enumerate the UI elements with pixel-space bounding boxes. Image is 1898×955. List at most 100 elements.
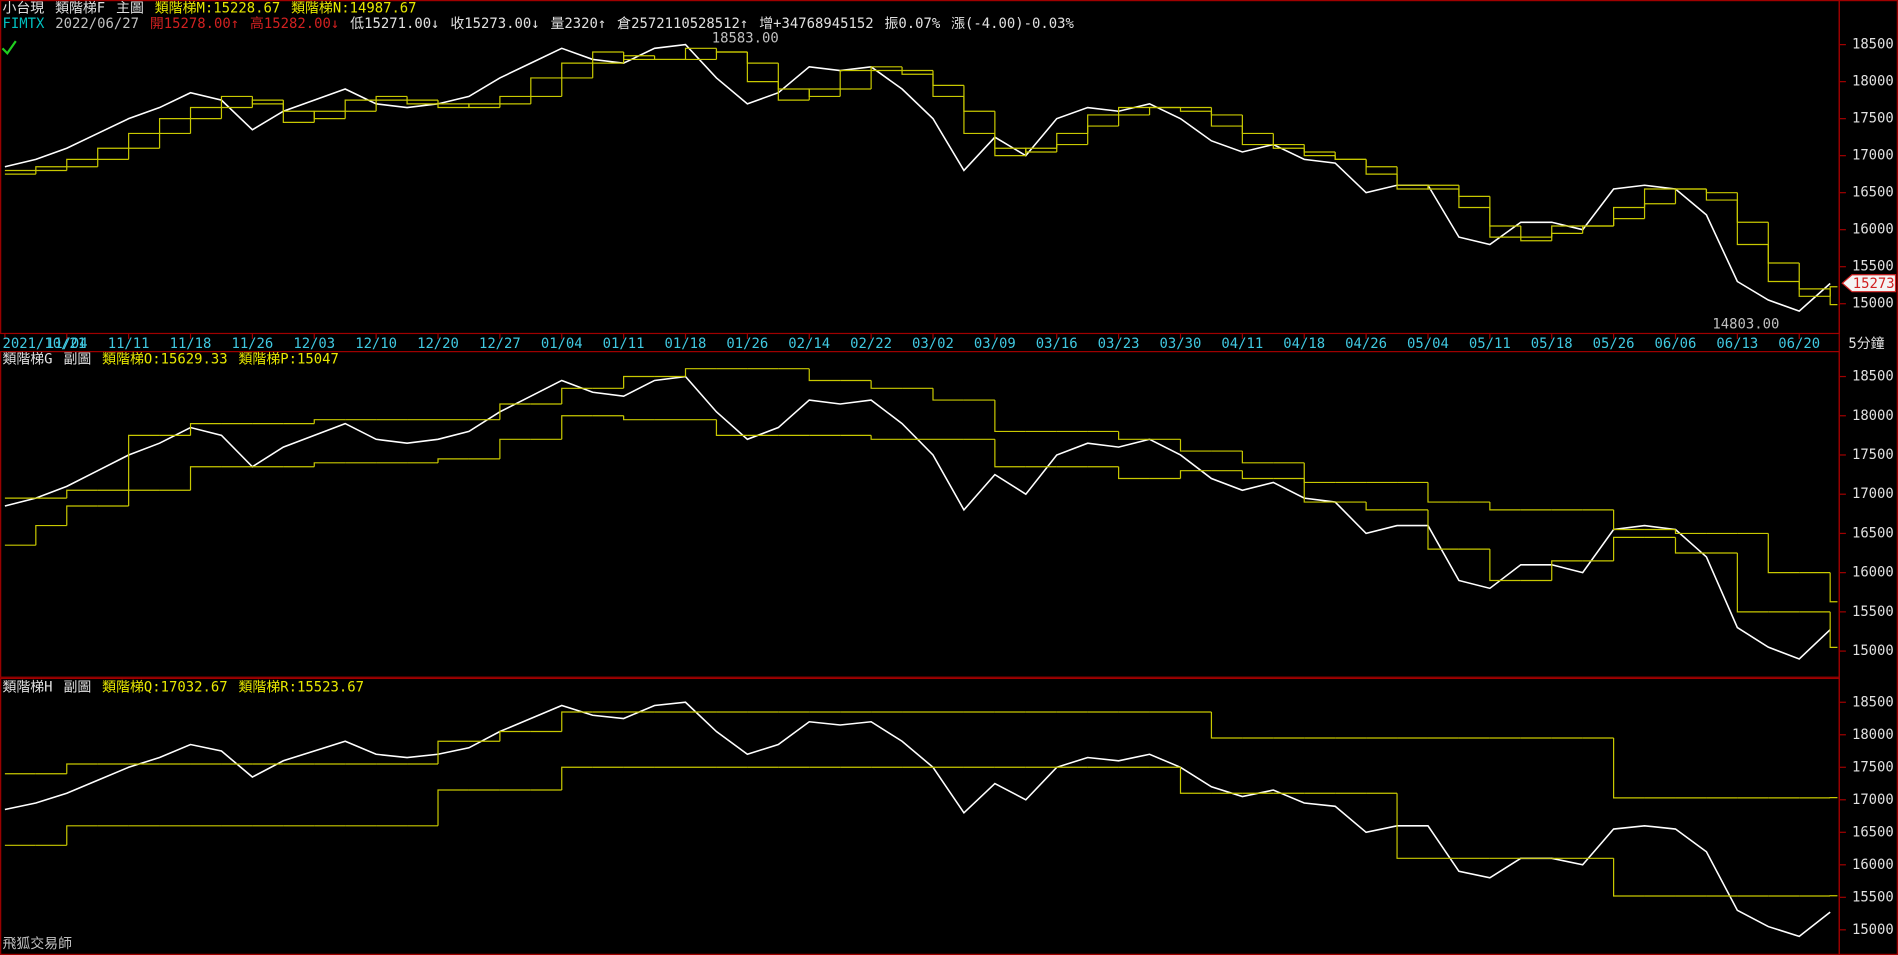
step-segment <box>1056 143 1088 152</box>
step-segment <box>1241 114 1274 135</box>
step-segment <box>468 103 500 109</box>
step-segment <box>715 51 748 60</box>
step-segment <box>1551 560 1583 581</box>
step-segment <box>839 88 872 97</box>
step-segment <box>437 103 469 109</box>
header-item: 類階梯N:14987.67 <box>291 0 416 16</box>
step-segment <box>1025 148 1057 153</box>
y-tick-label: 16000 <box>1852 857 1894 873</box>
step-segment <box>66 825 98 846</box>
step-segment <box>1612 509 1645 531</box>
step-segment <box>1520 225 1552 242</box>
step-segment <box>994 111 1026 149</box>
step-segment <box>375 95 408 101</box>
step-segment <box>1767 222 1800 264</box>
step-segment <box>932 388 964 401</box>
step-segment <box>561 387 593 404</box>
y-tick-label: 18000 <box>1852 74 1894 90</box>
step-segment <box>994 400 1026 433</box>
step-segment <box>1427 185 1459 190</box>
step-segment <box>35 524 67 546</box>
y-tick-label: 17000 <box>1852 148 1894 164</box>
x-tick-label: 12/27 <box>479 336 521 352</box>
y-tick-label: 18000 <box>1852 727 1894 743</box>
header-item: 小台現 <box>2 0 44 16</box>
y-tick-label: 16500 <box>1852 185 1894 201</box>
step-segment <box>1427 482 1459 503</box>
step-segment <box>746 52 779 64</box>
step-segment <box>499 403 531 420</box>
step-segment <box>189 118 222 134</box>
step-segment <box>1582 225 1614 234</box>
step-segment <box>189 466 222 491</box>
step-segment <box>1179 439 1212 452</box>
step-segment <box>97 158 129 167</box>
step-segment <box>1303 144 1336 153</box>
step-segment <box>220 95 253 108</box>
step-segment <box>344 99 377 112</box>
step-segment <box>375 99 408 112</box>
header-item: 收15273.00↓ <box>450 16 539 32</box>
step-segment <box>561 62 593 78</box>
step-segment <box>684 47 717 60</box>
x-tick-label: 12/10 <box>355 336 397 352</box>
y-tick-label: 18500 <box>1852 37 1894 53</box>
timeframe: 5分鐘 <box>1848 335 1884 352</box>
x-tick-label: 11/26 <box>231 336 273 352</box>
y-tick-label: 17500 <box>1852 447 1894 463</box>
x-tick-label: 03/09 <box>974 336 1016 352</box>
step-segment <box>1674 529 1707 535</box>
x-tick-label: 05/18 <box>1531 336 1573 352</box>
step-segment <box>808 89 841 98</box>
x-tick-label: 05/11 <box>1469 336 1511 352</box>
y-tick-label: 15000 <box>1852 643 1894 659</box>
step-segment <box>623 55 655 64</box>
step-segment <box>1118 431 1150 440</box>
step-segment <box>1643 188 1676 208</box>
y-tick-label: 15500 <box>1852 604 1894 620</box>
step-segment <box>1458 188 1490 197</box>
y-tick-label: 16000 <box>1852 565 1894 581</box>
step-segment <box>777 63 810 90</box>
step-segment <box>220 106 253 119</box>
check-icon <box>1 40 17 55</box>
step-segment <box>963 85 995 112</box>
step-segment <box>35 166 67 171</box>
step-segment <box>530 95 562 104</box>
step-segment <box>1179 767 1212 794</box>
step-segment <box>870 380 903 389</box>
step-segment <box>1767 533 1800 574</box>
step-segment <box>1272 133 1305 146</box>
step-segment <box>1272 144 1305 149</box>
step-segment <box>313 419 346 424</box>
step-segment <box>561 77 593 97</box>
step-segment <box>1148 106 1181 115</box>
y-tick-label: 17000 <box>1852 792 1894 808</box>
step-segment <box>1736 553 1769 613</box>
header-item: 2022/06/27 <box>55 16 139 32</box>
x-tick-label: 06/13 <box>1716 336 1758 352</box>
step-segment <box>1056 132 1088 149</box>
step-segment <box>1118 106 1150 115</box>
x-tick-label: 05/04 <box>1407 336 1449 352</box>
step-segment <box>189 422 222 436</box>
step-segment <box>901 66 933 75</box>
annotation: 14803.00 <box>1712 316 1779 332</box>
x-tick-label: 04/26 <box>1345 336 1387 352</box>
step-segment <box>870 435 903 440</box>
step-segment <box>808 368 841 382</box>
x-tick-label: 02/22 <box>850 336 892 352</box>
step-segment <box>282 100 315 112</box>
header-line: FIMTX 2022/06/27 開15278.00↑ 高15282.00↓ 低1527… <box>2 15 1074 32</box>
step-segment <box>561 766 593 791</box>
price-line <box>4 43 1831 313</box>
step-segment <box>128 434 160 491</box>
header-item: 副圖 <box>63 351 91 367</box>
step-segment <box>1705 188 1738 194</box>
step-segment <box>839 69 872 90</box>
step-segment <box>1489 502 1521 511</box>
price-tag: 15273 <box>1853 276 1895 292</box>
step-segment <box>1798 263 1831 290</box>
step-segment <box>715 419 748 436</box>
x-tick-label: 12/20 <box>417 336 459 352</box>
